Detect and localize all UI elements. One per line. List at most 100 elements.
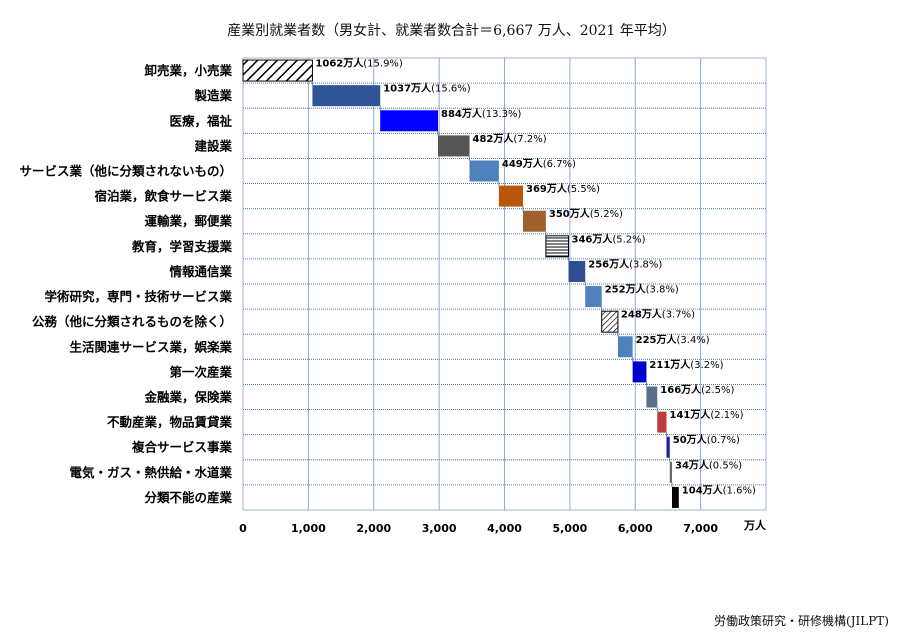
axis-layer: 0 1,000 2,000 3,000 4,000 5,000 6,000 7,000 万人 <box>239 518 767 535</box>
category-label: 不動産業，物品賃貸業 <box>107 415 233 430</box>
data-label-percent: (2.1%) <box>710 410 743 421</box>
bar <box>632 361 647 383</box>
bar <box>380 110 439 132</box>
data-label: 449万人(6.7%) <box>502 157 576 170</box>
data-label: 252万人(3.8%) <box>605 283 679 296</box>
data-label: 34万人(0.5%) <box>675 458 742 471</box>
category-label: 教育，学習支援業 <box>131 239 233 254</box>
category-label: 製造業 <box>193 88 232 103</box>
bar <box>671 486 679 508</box>
data-label: 50万人(0.7%) <box>673 433 740 446</box>
bar <box>438 135 470 157</box>
category-label: サービス業（他に分類されないもの） <box>19 164 232 179</box>
data-label-percent: (3.8%) <box>629 259 662 270</box>
data-label-value: 482万人 <box>473 132 515 145</box>
data-label-percent: (0.7%) <box>707 435 740 446</box>
category-label: 運輸業，郵便業 <box>144 214 232 229</box>
data-label: 1062万人(15.9%) <box>315 57 403 70</box>
data-label: 256万人(3.8%) <box>588 257 662 270</box>
data-label-percent: (5.2%) <box>612 234 645 245</box>
bar <box>242 59 313 82</box>
bar <box>585 286 602 308</box>
category-label: 宿泊業，飲食サービス業 <box>94 189 232 204</box>
data-label-value: 225万人 <box>636 333 678 346</box>
data-label: 166万人(2.5%) <box>660 383 734 396</box>
x-tick-label: 6,000 <box>618 522 653 535</box>
data-label-percent: (7.2%) <box>513 134 546 145</box>
category-label: 情報通信業 <box>169 264 232 279</box>
data-label-percent: (3.8%) <box>646 285 679 296</box>
bar-layer <box>242 59 679 508</box>
data-label: 225万人(3.4%) <box>636 333 710 346</box>
bar <box>498 185 524 207</box>
x-tick-label: 0 <box>239 522 247 535</box>
category-label: 複合サービス事業 <box>131 440 233 455</box>
data-label: 884万人(13.3%) <box>441 107 522 120</box>
data-label-percent: (3.2%) <box>690 360 723 371</box>
data-label: 104万人(1.6%) <box>682 483 756 496</box>
data-label-percent: (1.6%) <box>723 485 756 496</box>
data-label: 350万人(5.2%) <box>549 207 623 220</box>
data-label-percent: (15.6%) <box>431 84 471 95</box>
x-tick-label: 2,000 <box>356 522 391 535</box>
x-tick-label: 7,000 <box>683 522 718 535</box>
data-label-value: 252万人 <box>605 283 647 296</box>
data-label-percent: (3.7%) <box>662 310 695 321</box>
data-label-percent: (2.5%) <box>701 385 734 396</box>
category-label: 生活関連サービス業，娯楽業 <box>69 339 232 354</box>
bar <box>666 436 670 458</box>
data-label-value: 211万人 <box>649 358 691 371</box>
category-label: 分類不能の産業 <box>144 490 232 505</box>
data-label-value: 449万人 <box>502 157 544 170</box>
bar <box>545 235 570 258</box>
data-label-value: 1037万人 <box>383 82 432 95</box>
bar <box>657 411 667 433</box>
data-label: 211万人(3.2%) <box>649 358 723 371</box>
bar <box>568 260 586 282</box>
bar <box>469 160 499 182</box>
data-label-percent: (5.2%) <box>590 209 623 220</box>
data-label-value: 104万人 <box>682 483 724 496</box>
bar <box>646 386 658 408</box>
data-label-value: 248万人 <box>621 308 663 321</box>
category-label: 卸売業，小売業 <box>144 63 232 78</box>
bar <box>523 210 546 232</box>
data-label-value: 34万人 <box>675 458 710 471</box>
data-label-value: 369万人 <box>526 182 568 195</box>
data-label-value: 884万人 <box>441 107 483 120</box>
category-label: 建設業 <box>194 138 232 153</box>
data-label-value: 141万人 <box>669 408 711 421</box>
x-tick-label: 4,000 <box>487 522 522 535</box>
data-label: 1037万人(15.6%) <box>383 82 471 95</box>
data-label-percent: (5.5%) <box>567 184 600 195</box>
category-label: 電気・ガス・熱供給・水道業 <box>69 465 232 480</box>
data-label-percent: (3.4%) <box>677 335 710 346</box>
data-label: 248万人(3.7%) <box>621 308 695 321</box>
data-label: 346万人(5.2%) <box>572 232 646 245</box>
category-label: 学術研究，専門・技術サービス業 <box>44 289 232 304</box>
source-note: 労働政策研究・研修機構(JILPT) <box>714 614 889 628</box>
grid-layer <box>242 57 767 511</box>
data-label-value: 1062万人 <box>315 57 364 70</box>
data-label-percent: (15.9%) <box>363 59 403 70</box>
data-label-value: 346万人 <box>572 232 614 245</box>
data-label-value: 350万人 <box>549 207 591 220</box>
x-tick-label: 3,000 <box>422 522 457 535</box>
x-tick-label: 5,000 <box>552 522 587 535</box>
category-label: 医療，福祉 <box>169 113 232 128</box>
data-label-value: 50万人 <box>673 433 708 446</box>
category-label: 金融業，保険業 <box>143 390 232 405</box>
bar <box>312 85 381 107</box>
x-axis-unit-label: 万人 <box>743 518 767 532</box>
data-label-percent: (6.7%) <box>543 159 576 170</box>
data-label: 482万人(7.2%) <box>473 132 547 145</box>
category-label: 公務（他に分類されるものを除く） <box>32 314 232 329</box>
bar <box>669 461 672 483</box>
data-label-percent: (13.3%) <box>482 109 522 120</box>
label-layer: 卸売業，小売業 1062万人(15.9%) 製造業 1037万人(15.6%) 医療，福… <box>19 57 755 505</box>
chart-title: 産業別就業者数（男女計、就業者数合計＝6,667 万人、2021 年平均） <box>227 23 676 39</box>
bar <box>601 310 619 333</box>
category-label: 第一次産業 <box>169 364 232 379</box>
x-tick-label: 1,000 <box>291 522 326 535</box>
